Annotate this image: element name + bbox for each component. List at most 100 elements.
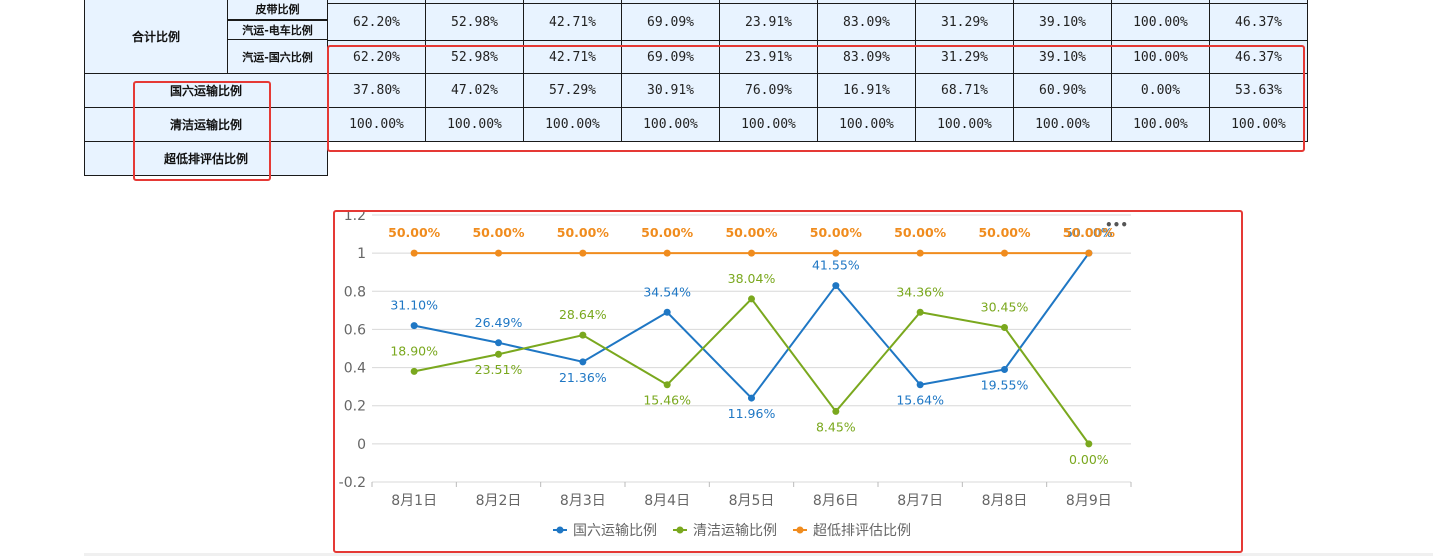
table-cell-guo6: 100.00% [1111,40,1210,74]
sub-label-belt: 皮带比例 [227,0,328,20]
table-cell-belt: 31.29% [915,3,1014,41]
data-label: 50.00% [557,225,610,240]
data-point [832,249,840,257]
table-cell-guo6: 69.09% [621,40,720,74]
data-label: 50.00% [978,225,1031,240]
row-label-2: 超低排评估比例 [84,141,328,176]
table-cell-belt: 46.37% [1209,3,1308,41]
data-label: 30.45% [981,300,1029,315]
legend-label: 清洁运输比例 [693,523,777,539]
data-point [1001,324,1008,332]
table-cell-guo6: 42.71% [523,40,622,74]
table-cell-guo6: 46.37% [1209,40,1308,74]
y-tick-label: 1.2 [344,212,366,224]
table-cell-belt: 39.10% [1013,3,1112,41]
y-tick-label: 0.8 [344,284,366,300]
data-point [916,249,924,257]
data-point [1001,249,1008,257]
table-cell-row0: 57.29% [523,73,622,108]
table-cell-belt: 52.98% [425,3,524,41]
data-label: 50.00% [472,225,525,240]
data-label: 41.55% [812,258,860,273]
table-cell-belt: 100.00% [1111,3,1210,41]
x-tick-label: 8月7日 [897,493,943,509]
data-point [495,339,502,347]
data-label: 34.54% [643,284,691,299]
data-label: 21.36% [559,370,607,385]
data-label: 50.00% [810,225,863,240]
data-point [410,367,418,375]
data-label: 15.64% [896,393,944,408]
chart-menu-icon: ••• [1105,218,1128,232]
data-label: 50.00% [388,225,441,240]
x-tick-label: 8月1日 [391,493,437,509]
data-point [748,295,755,303]
data-point [832,282,840,290]
x-tick-label: 8月6日 [813,493,859,509]
data-label: 8.45% [816,419,856,434]
table-cell-row0: 68.71% [915,73,1014,108]
data-point [916,308,924,316]
table-cell-guo6: 23.91% [719,40,818,74]
data-point [410,249,418,257]
chart-panel: 1.2 1 0.8 0.6 0.4 0.2 0 -0.2 8月1日 8月2日 8月3日 8月4日 8月5… [333,208,1243,553]
data-point [410,322,418,330]
table-cell-row1: 100.00% [621,107,720,142]
x-tick-label: 8月2日 [476,493,522,509]
legend-marker [676,526,684,534]
table-cell-row0: 76.09% [719,73,818,108]
data-point [916,381,924,389]
x-tick-label: 8月4日 [644,493,690,509]
table-cell-row0: 16.91% [817,73,916,108]
table-cell-row1: 100.00% [1111,107,1210,142]
data-label: 50.00% [1065,225,1113,240]
data-label: 15.46% [643,393,691,408]
table-cell-guo6: 39.10% [1013,40,1112,74]
legend-marker [796,526,804,534]
data-label: 28.64% [559,307,607,322]
y-tick-label: 0.6 [344,322,366,338]
table-cell-row0: 53.63% [1209,73,1308,108]
y-tick-label: 0.4 [344,361,366,377]
data-label: 19.55% [981,377,1029,392]
data-point [748,249,755,257]
table-cell-belt: 69.09% [621,3,720,41]
group-label-total: 合计比例 [84,0,228,74]
table-cell-row0: 30.91% [621,73,720,108]
data-label: 23.51% [475,362,523,377]
table-cell-row1: 100.00% [327,107,426,142]
table-cell-guo6: 62.20% [327,40,426,74]
legend-label: 超低排评估比例 [813,523,911,539]
data-label: 50.00% [725,225,778,240]
row-label-1: 清洁运输比例 [84,107,328,142]
sub-label-ev: 汽运-电车比例 [227,20,328,40]
table-cell-row1: 100.00% [719,107,818,142]
data-label: 0.00% [1069,452,1109,467]
data-point [663,308,671,316]
x-tick-label: 8月8日 [982,493,1028,509]
table-cell-row1: 100.00% [817,107,916,142]
line-chart: 1.2 1 0.8 0.6 0.4 0.2 0 -0.2 8月1日 8月2日 8月3日 8月4日 8月5… [339,208,1132,539]
table-cell-row0: 37.80% [327,73,426,108]
y-tick-label: 1 [357,246,366,262]
x-tick-label: 8月5日 [729,493,775,509]
data-label: 38.04% [728,271,776,286]
data-label: 50.00% [641,225,694,240]
legend-marker [556,526,564,534]
data-point [1085,249,1093,257]
data-label: 11.96% [728,406,776,421]
data-label: 18.90% [390,343,438,358]
table-cell-belt: 42.71% [523,3,622,41]
data-point [1001,365,1008,373]
data-point [663,381,671,389]
table-cell-row0: 60.90% [1013,73,1112,108]
divider [84,553,1433,556]
table-cell-row1: 100.00% [1013,107,1112,142]
data-point [748,394,755,402]
row-label-0: 国六运输比例 [84,73,328,108]
data-point [495,249,502,257]
stats-table: 合计比例皮带比例汽运-电车比例汽运-国六比例0.00%0.00%0.00%0.0… [0,0,1433,180]
data-label: 50.00% [894,225,947,240]
table-cell-guo6: 52.98% [425,40,524,74]
table-cell-belt: 62.20% [327,3,426,41]
